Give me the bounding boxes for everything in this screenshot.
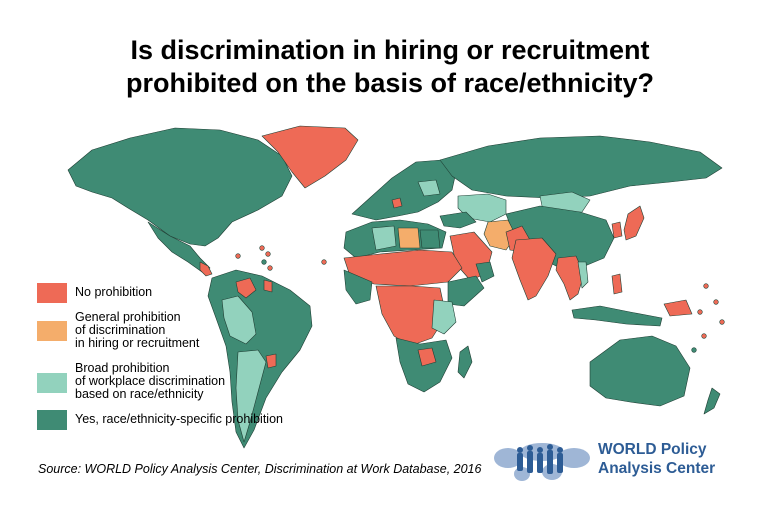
- legend-label-line: Yes, race/ethnicity-specific prohibition: [75, 412, 283, 426]
- island-marker: [703, 283, 709, 289]
- region-philippines: [611, 273, 623, 295]
- legend-label-line: based on race/ethnicity: [75, 387, 204, 401]
- legend-swatch: [37, 373, 67, 393]
- region-russia: [439, 135, 723, 199]
- region-australia: [589, 335, 691, 407]
- island-marker: [267, 265, 273, 271]
- region-central-america-red: [199, 261, 213, 277]
- region-north-america: [67, 127, 293, 247]
- island-marker: [261, 259, 267, 265]
- region-greenland: [261, 125, 359, 189]
- world-map-people-icon: [494, 443, 590, 481]
- map-title: Is discrimination in hiring or recruitme…: [0, 34, 780, 100]
- org-logo: WORLD Policy Analysis Center: [492, 436, 752, 486]
- region-west-africa: [343, 269, 373, 305]
- region-png: [663, 299, 693, 317]
- region-algeria: [371, 225, 397, 251]
- legend-label-line: General prohibition: [75, 310, 181, 324]
- region-libya: [397, 227, 421, 249]
- region-korea: [611, 221, 623, 239]
- region-east-africa: [431, 299, 457, 335]
- region-peru-bolivia: [221, 295, 257, 345]
- region-indonesia: [571, 305, 663, 327]
- island-marker: [697, 309, 703, 315]
- legend-item-no-prohibition: No prohibition: [37, 283, 152, 303]
- legend-label-line: Broad prohibition: [75, 361, 170, 375]
- legend-label-line: in hiring or recruitment: [75, 336, 200, 350]
- org-name-line-1: WORLD Policy: [598, 441, 707, 458]
- region-uruguay: [265, 353, 277, 369]
- region-japan: [623, 205, 645, 241]
- source-note: Source: WORLD Policy Analysis Center, Di…: [38, 462, 482, 476]
- legend-swatch: [37, 321, 67, 341]
- region-europe: [351, 159, 457, 221]
- legend-item-specific-prohibition: Yes, race/ethnicity-specific prohibition: [37, 410, 283, 430]
- org-name: WORLD Policy Analysis Center: [598, 440, 715, 478]
- region-argentina: [235, 349, 267, 443]
- map-title-line-1: Is discrimination in hiring or recruitme…: [130, 35, 650, 65]
- map-title-line-2: prohibited on the basis of race/ethnicit…: [125, 68, 655, 98]
- legend-label-line: of discrimination: [75, 323, 166, 337]
- legend-label-line: No prohibition: [75, 285, 153, 299]
- legend-swatch: [37, 410, 67, 430]
- region-se-asia: [555, 255, 585, 301]
- region-ukraine-belarus: [417, 179, 441, 197]
- region-turkey: [439, 211, 477, 229]
- region-zimbabwe: [417, 347, 437, 367]
- region-central-africa: [375, 285, 447, 347]
- island-marker: [265, 251, 271, 257]
- island-marker: [713, 299, 719, 305]
- region-europe-red: [391, 197, 403, 209]
- region-india: [511, 237, 557, 301]
- region-horn: [447, 275, 485, 307]
- region-iran: [483, 219, 517, 251]
- legend-label-line: of workplace discrimination: [75, 374, 226, 388]
- island-marker: [321, 259, 327, 265]
- island-marker: [701, 333, 707, 339]
- island-marker: [235, 253, 241, 259]
- legend-item-broad-prohibition: Broad prohibition of workplace discrimin…: [37, 362, 225, 401]
- island-marker: [691, 347, 697, 353]
- legend-swatch: [37, 283, 67, 303]
- region-new-zealand: [703, 387, 721, 415]
- island-marker: [259, 245, 265, 251]
- region-vietnam: [577, 261, 589, 289]
- region-egypt: [419, 229, 441, 249]
- org-name-line-2: Analysis Center: [598, 460, 716, 477]
- legend-item-general-prohibition: General prohibition of discrimination in…: [37, 311, 199, 350]
- region-venezuela: [235, 277, 257, 299]
- region-kazakhstan: [457, 193, 507, 223]
- region-madagascar: [457, 345, 473, 379]
- island-marker: [719, 319, 725, 325]
- region-oman-yemen: [475, 261, 495, 283]
- region-guiana: [263, 279, 273, 293]
